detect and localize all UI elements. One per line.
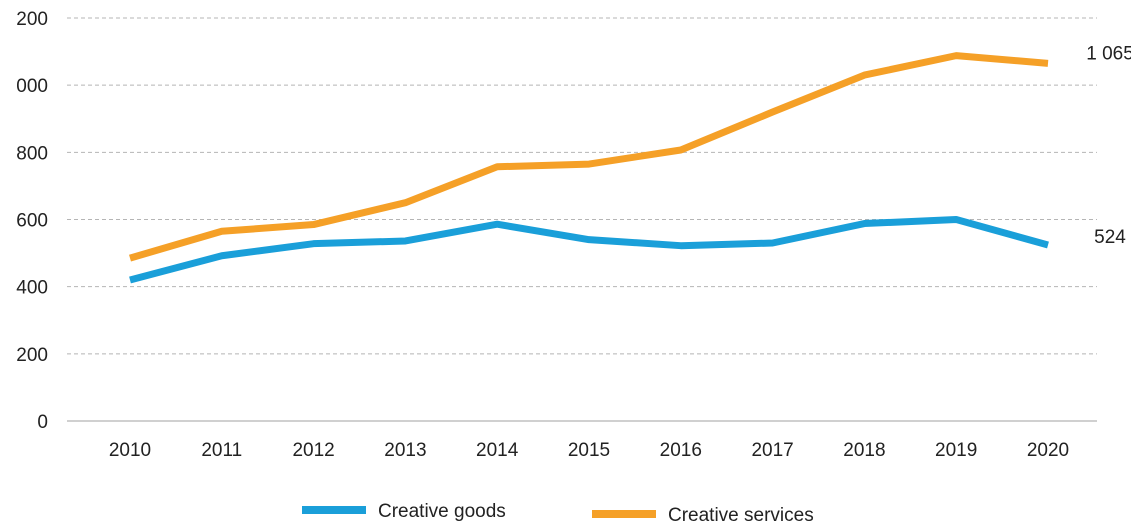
series-line-creative-services (129, 52, 1049, 262)
x-tick-label: 2012 (292, 440, 334, 461)
x-tick-label: 2014 (476, 440, 519, 461)
y-tick-label: 400 (16, 278, 48, 299)
legend-label-creative-services: Creative services (668, 505, 814, 526)
series-line-creative-goods (129, 216, 1049, 284)
x-tick-label: 2015 (568, 440, 610, 461)
x-tick-label: 2020 (1027, 440, 1069, 461)
x-tick-label: 2017 (751, 440, 793, 461)
y-tick-label: 0 (37, 412, 48, 433)
y-tick-label: 200 (16, 9, 48, 30)
y-tick-label: 000 (16, 76, 48, 97)
series-lines (129, 52, 1049, 284)
y-tick-label: 800 (16, 143, 48, 164)
end-label-creative-services: 1 065 (1086, 43, 1131, 64)
x-tick-label: 2019 (935, 440, 977, 461)
y-tick-label: 600 (16, 211, 48, 232)
y-tick-label: 200 (16, 345, 48, 366)
x-tick-label: 2018 (843, 440, 885, 461)
x-tick-label: 2011 (201, 440, 242, 461)
legend: Creative goods Creative services (302, 501, 814, 526)
x-tick-label: 2013 (384, 440, 426, 461)
series-end-labels: 524 1 065 (1086, 43, 1131, 248)
legend-label-creative-goods: Creative goods (378, 501, 506, 522)
x-axis-tick-labels: 2010 2011 2012 2013 2014 2015 2016 2017 2018 2019… (109, 440, 1069, 461)
gridlines (67, 17, 1097, 355)
x-tick-label: 2016 (660, 440, 702, 461)
y-axis-tick-labels: 0 200 400 600 800 000 200 (16, 9, 48, 433)
x-tick-label: 2010 (109, 440, 151, 461)
end-label-creative-goods: 524 (1094, 227, 1126, 248)
